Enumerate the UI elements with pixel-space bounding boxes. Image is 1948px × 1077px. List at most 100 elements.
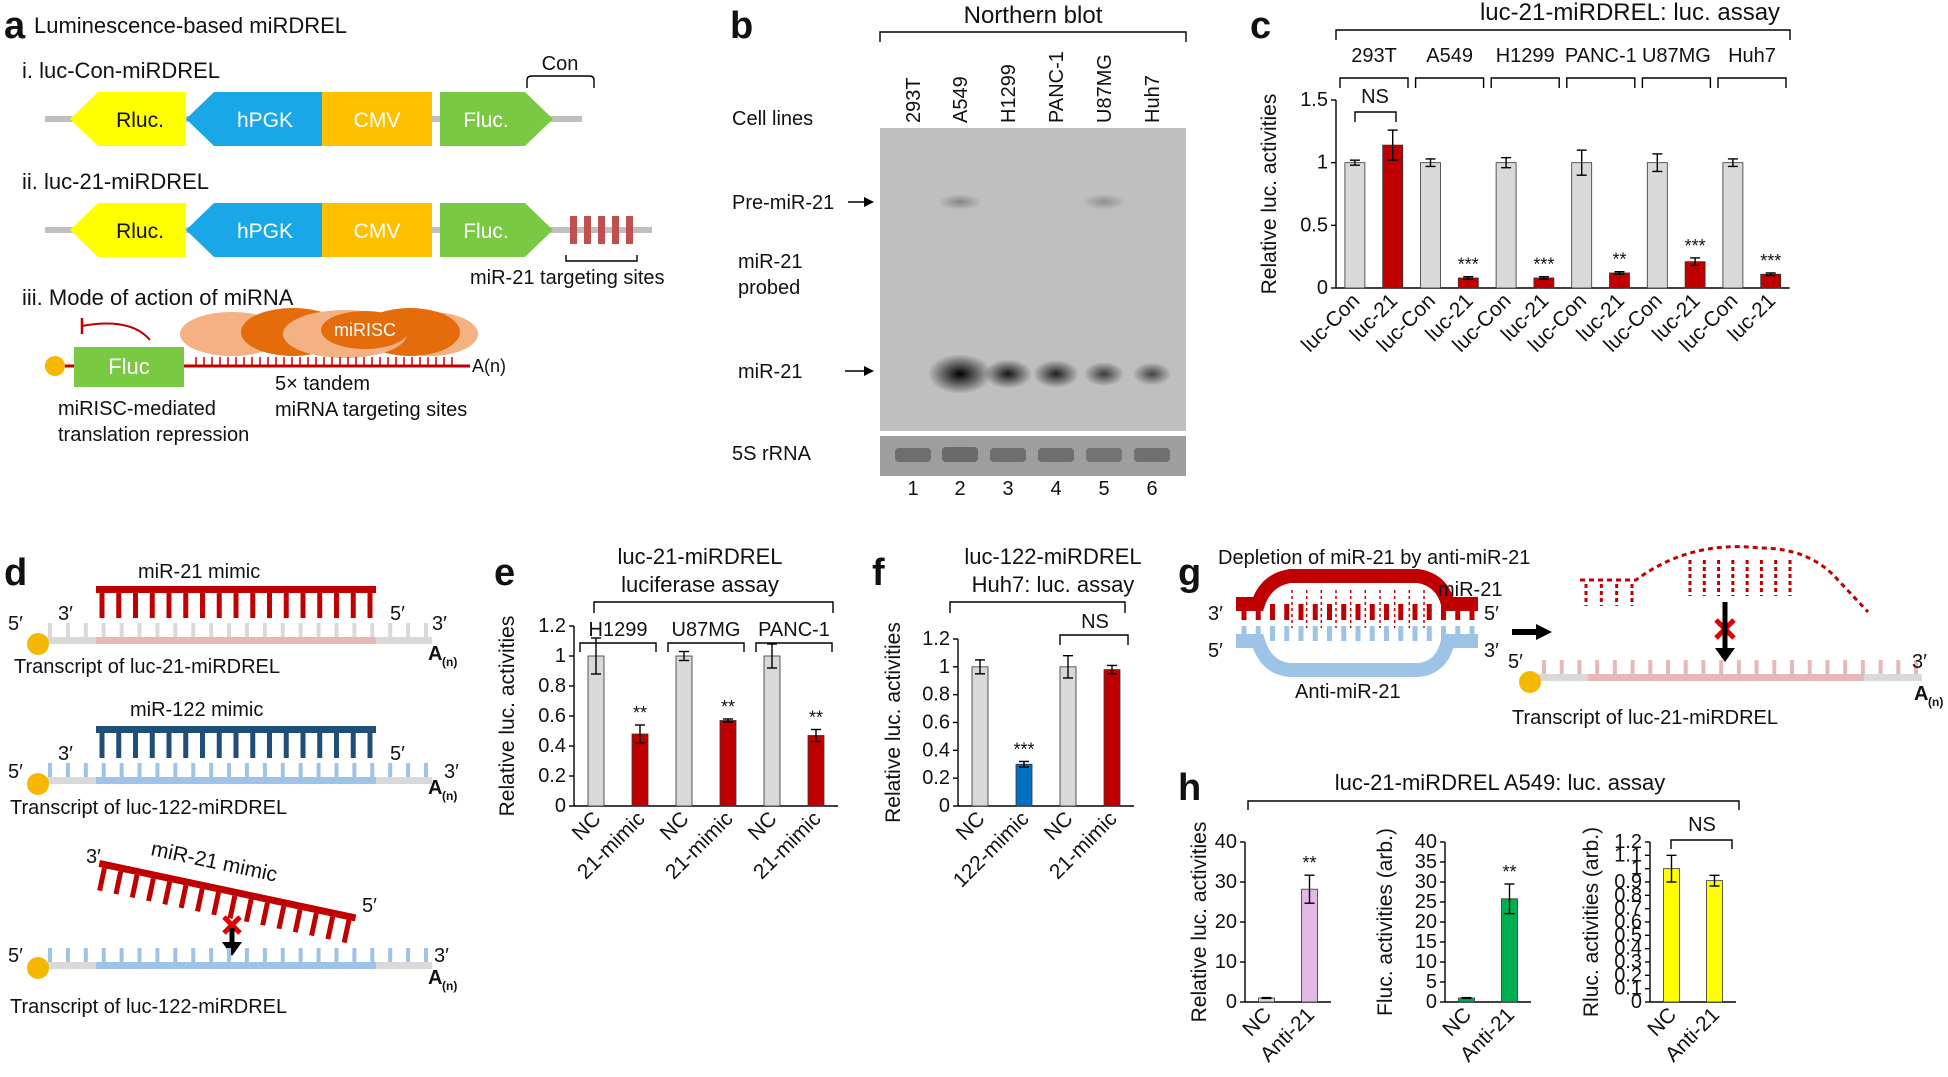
cmv-label-2: CMV — [354, 220, 401, 243]
panel-a-title: Luminescence-based miRDREL — [34, 13, 347, 38]
panel-e-title1: luc-21-miRDREL — [617, 544, 782, 569]
panel-d: d miR-21 mimic 3′ 5′ 5′ 3′ A (n) Transcr… — [4, 552, 459, 1018]
y-tick-label: 0.8 — [538, 675, 566, 697]
bar — [1382, 144, 1404, 289]
significance-mark: ** — [1612, 250, 1626, 270]
y-axis-label: Rluc. activities (arb.) — [1580, 827, 1603, 1017]
bar — [1344, 162, 1366, 289]
y-tick-label: 0.7 — [1614, 898, 1642, 920]
chart-h3: 00.10.20.30.40.50.60.70.80.911.11.2 Rluc.… — [1580, 827, 1736, 1067]
lane-label: A549 — [950, 76, 972, 123]
y-tick-label: 1.1 — [1614, 844, 1642, 866]
group-bracket — [755, 642, 833, 652]
bar — [1301, 888, 1318, 1003]
significance-mark: *** — [1685, 236, 1706, 256]
lane-numbers: 1 2 3 4 5 6 — [907, 478, 1157, 500]
g-transcript-label: Transcript of luc-21-miRDREL — [1512, 707, 1778, 729]
d3-tr-3prime: 3′ — [434, 945, 449, 967]
lane-number: 1 — [907, 478, 918, 500]
chart-e: 0 0.2 0.4 0.6 0.8 1 1.2 Relative luc. activitie… — [496, 615, 838, 884]
y-axis-label: Relative luc. activities — [882, 622, 905, 823]
mir21-band — [1083, 361, 1125, 387]
group-bracket — [1717, 77, 1787, 88]
cap-circle — [45, 356, 65, 376]
mature-mir21-label: miR-21 — [738, 361, 802, 383]
y-tick-label: 10 — [1215, 951, 1237, 973]
group-bracket — [1414, 77, 1485, 88]
pre-mir21-band — [938, 194, 982, 210]
y-axis-label: Relative luc. activities — [1258, 94, 1281, 295]
y-tick-label: 1.2 — [1614, 831, 1642, 853]
bar — [1663, 868, 1680, 1003]
y-tick-label: 40 — [1215, 831, 1237, 853]
group-label: 293T — [1351, 45, 1397, 67]
panel-f: f luc-122-miRDREL Huh7: luc. assay NS 00… — [872, 544, 1142, 892]
mirisc-label: miRISC — [334, 320, 396, 340]
y-tick-label: 0.6 — [922, 712, 950, 734]
group-label: Huh7 — [1728, 45, 1776, 67]
base-tick — [178, 884, 189, 909]
ns-label: NS — [1361, 86, 1389, 108]
base-tick — [276, 905, 287, 930]
transcript122-label: Transcript of luc-122-miRDREL — [10, 797, 287, 819]
targeting-site-bars — [570, 216, 633, 244]
panel-e-groups: H1299 U87MG PANC-1 — [579, 619, 833, 652]
y-tick-label: 0.6 — [538, 705, 566, 727]
y-tick-label: 30 — [1415, 871, 1437, 893]
mimic122-label: miR-122 mimic — [130, 699, 263, 721]
y-tick-label: 0 — [1226, 991, 1237, 1013]
base-tick — [113, 871, 124, 895]
lane-label: 293T — [903, 77, 925, 123]
bar — [675, 655, 693, 807]
d3-tr-5prime: 5′ — [8, 945, 23, 967]
base-tick — [260, 902, 270, 926]
mir21-band — [928, 354, 992, 394]
group-bracket — [1490, 77, 1560, 88]
con-label: Con — [542, 53, 579, 75]
y-tick-label: 1 — [1631, 858, 1642, 880]
group-label: U87MG — [1642, 45, 1711, 67]
y-tick-label: 30 — [1215, 871, 1237, 893]
tandem-line2: miRNA targeting sites — [275, 399, 467, 421]
bar — [1059, 666, 1077, 807]
transcript21-label: Transcript of luc-21-miRDREL — [14, 656, 280, 678]
d1-tr-5prime: 5′ — [8, 613, 23, 635]
group-bracket — [667, 642, 745, 652]
d2-tr-5prime: 5′ — [8, 761, 23, 783]
base-tick — [227, 895, 238, 919]
panel-h-title: luc-21-miRDREL A549: luc. assay — [1335, 770, 1666, 795]
targeting-sites-label: miR-21 targeting sites — [470, 267, 665, 289]
y-tick-label: 1 — [1317, 152, 1328, 174]
rluc-label-2: Rluc. — [116, 220, 164, 243]
bar — [1571, 162, 1593, 289]
y-axis-label: Relative luc. activities — [496, 616, 519, 817]
panel-f-title1: luc-122-miRDREL — [964, 544, 1141, 569]
y-tick-label: 0.2 — [1614, 964, 1642, 986]
base-tick — [309, 912, 319, 937]
mir21-band — [1033, 360, 1079, 388]
panel-e-letter: e — [494, 552, 515, 594]
g-tr-3prime: 3′ — [1912, 651, 1927, 673]
mimic21-teeth — [99, 593, 373, 618]
base-tick — [292, 909, 303, 933]
bar — [1015, 763, 1033, 807]
significance-mark: *** — [1760, 251, 1781, 271]
panel-c: c luc-21-miRDREL: luc. assay 293T A549 H12… — [1250, 0, 1791, 357]
f-ns-label: NS — [1081, 611, 1109, 633]
significance-mark: ** — [1502, 862, 1516, 882]
cmv-box — [322, 92, 432, 146]
d1-mimic-3prime: 3′ — [58, 603, 73, 625]
group-bracket — [579, 642, 657, 652]
y-tick-label: 0.8 — [1614, 884, 1642, 906]
y-tick-label: 0.8 — [922, 684, 950, 706]
d3-polya: A — [428, 967, 442, 989]
base-tick — [146, 877, 156, 902]
bar — [1103, 669, 1121, 807]
y-tick-label: 0 — [939, 795, 950, 817]
panel-e: e luc-21-miRDREL luciferase assay H1299 U… — [494, 544, 838, 884]
panel-g: g Depletion of miR-21 by anti-miR-21 3′ … — [1178, 545, 1943, 729]
blot-image — [880, 128, 1186, 431]
transcript122-label-2: Transcript of luc-122-miRDREL — [10, 996, 287, 1018]
